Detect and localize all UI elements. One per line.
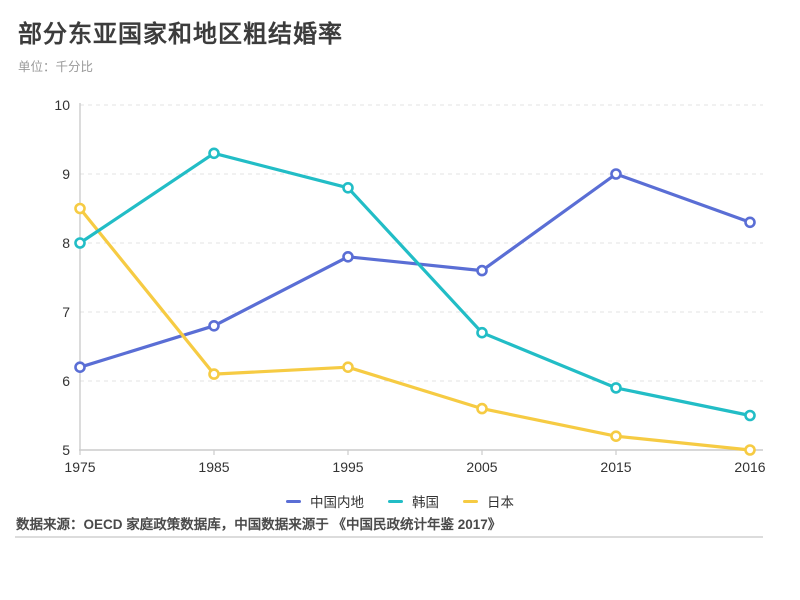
legend-label: 中国内地	[310, 495, 364, 510]
data-point-china-mainland-1995	[342, 251, 354, 263]
y-axis-label: 6	[62, 373, 70, 389]
page-title: 部分东亚国家和地区粗结婚率	[18, 21, 343, 48]
x-axis-label: 2016	[734, 459, 765, 475]
x-axis-label: 2015	[600, 459, 631, 475]
y-axis-label: 9	[62, 166, 70, 182]
data-point-china-mainland-1985	[208, 320, 220, 332]
series-line-korea	[78, 151, 752, 418]
footer-divider	[15, 536, 763, 538]
data-point-japan-2005	[476, 402, 488, 415]
chart-legend: 中国内地 韩国 日本	[0, 491, 800, 511]
data-point-japan-1975	[74, 202, 86, 215]
legend-item-japan[interactable]: 日本	[463, 491, 514, 511]
legend-label: 日本	[487, 495, 514, 510]
legend-label: 韩国	[412, 495, 439, 510]
chart-header: 部分东亚国家和地区粗结婚率 单位：千分比	[18, 14, 343, 75]
y-axis-label: 7	[62, 304, 70, 320]
data-point-japan-2015	[610, 430, 622, 443]
legend-item-china-mainland[interactable]: 中国内地	[286, 491, 364, 511]
data-point-korea-1975	[74, 237, 86, 249]
data-point-korea-1985	[208, 147, 220, 160]
data-point-korea-1995	[342, 182, 354, 194]
data-point-china-mainland-1975	[74, 361, 86, 374]
data-point-korea-2015	[610, 382, 622, 394]
y-axis-label: 8	[62, 235, 70, 251]
data-source-note: 数据来源：OECD 家庭政策数据库，中国数据来源于 《中国民政统计年鉴 2017…	[16, 517, 502, 532]
data-point-china-mainland-2005	[476, 264, 488, 277]
legend-dash-icon	[286, 499, 301, 503]
data-point-japan-2016	[744, 444, 756, 456]
data-point-japan-1995	[342, 361, 354, 374]
x-axis-label: 2005	[466, 459, 497, 475]
data-point-japan-1985	[208, 368, 220, 380]
legend-dash-icon	[463, 499, 478, 503]
data-point-korea-2016	[744, 409, 756, 422]
series-line-china-mainland	[78, 172, 752, 369]
legend-dash-icon	[388, 499, 403, 503]
data-point-china-mainland-2016	[744, 216, 756, 229]
y-axis-label: 5	[62, 442, 70, 458]
x-axis-label: 1995	[332, 459, 363, 475]
x-axis-label: 1975	[64, 459, 95, 475]
line-chart: 5 6 7 8 9 10 1975 1985 1995 2005 2015 2016	[54, 97, 765, 475]
x-axis-label: 1985	[198, 459, 229, 475]
y-axis-label: 10	[54, 97, 70, 113]
data-point-korea-2005	[476, 326, 488, 339]
legend-item-korea[interactable]: 韩国	[388, 491, 439, 511]
data-point-china-mainland-2015	[610, 168, 622, 180]
series-line-japan	[78, 206, 752, 452]
unit-label: 单位：千分比	[18, 60, 94, 74]
